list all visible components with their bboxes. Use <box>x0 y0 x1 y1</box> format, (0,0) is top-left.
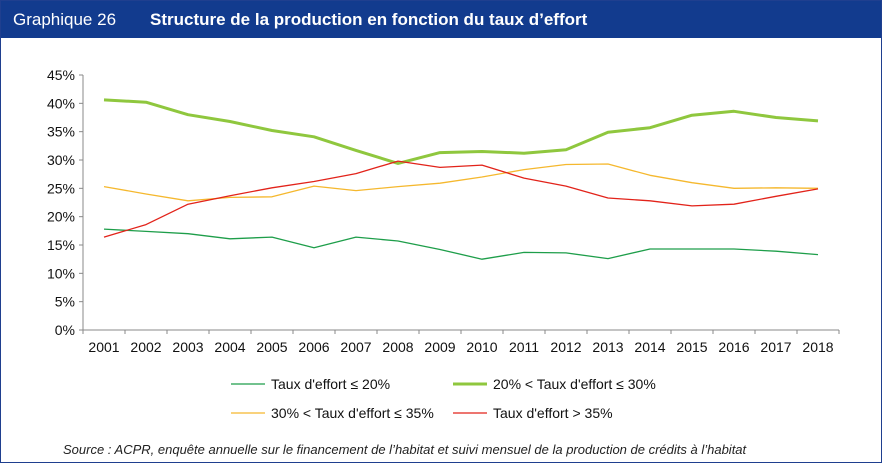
line-chart: 0% 5% 10% 15% 20% 25% 30% 35% 40% 45% 2001 2002 2003… <box>47 67 840 421</box>
y-tick-label: 45% <box>47 67 75 83</box>
x-tick-label: 2012 <box>550 339 581 355</box>
legend-label-4: Taux d'effort > 35% <box>493 405 613 421</box>
series-line-4 <box>103 160 819 238</box>
source-note: Source : ACPR, enquête annuelle sur le f… <box>63 442 747 457</box>
x-tick-label: 2009 <box>424 339 455 355</box>
x-tick-label: 2007 <box>340 339 371 355</box>
y-tick-label: 15% <box>47 237 75 253</box>
x-tick-label: 2004 <box>214 339 245 355</box>
x-tick-label: 2018 <box>802 339 833 355</box>
x-tick-label: 2015 <box>676 339 707 355</box>
legend-label-1: Taux d'effort ≤ 20% <box>271 376 390 392</box>
x-tick-label: 2001 <box>88 339 119 355</box>
series-line-3 <box>103 163 819 202</box>
y-tick-label: 10% <box>47 265 75 281</box>
y-tick-label: 20% <box>47 209 75 225</box>
chart-title: Structure de la production en fonction d… <box>150 9 588 29</box>
series-line-2 <box>103 98 819 165</box>
y-tick-label: 0% <box>55 322 75 338</box>
x-tick-label: 2013 <box>592 339 623 355</box>
y-tick-label: 25% <box>47 180 75 196</box>
x-tick-label: 2005 <box>256 339 287 355</box>
x-tick-label: 2017 <box>760 339 791 355</box>
x-tick-label: 2002 <box>130 339 161 355</box>
figure-number: Graphique 26 <box>13 9 117 29</box>
x-tick-label: 2011 <box>509 339 539 355</box>
x-tick-label: 2006 <box>298 339 329 355</box>
y-tick-label: 30% <box>47 152 75 168</box>
x-tick-label: 2014 <box>634 339 665 355</box>
y-tick-label: 40% <box>47 95 75 111</box>
y-tick-label: 35% <box>47 124 75 140</box>
series-line-1 <box>103 228 819 260</box>
figure-header: Graphique 26 Structure de la production … <box>1 1 881 38</box>
y-tick-label: 5% <box>55 294 75 310</box>
x-tick-label: 2016 <box>718 339 749 355</box>
legend-label-2: 20% < Taux d'effort ≤ 30% <box>493 376 656 392</box>
legend-label-3: 30% < Taux d'effort ≤ 35% <box>271 405 434 421</box>
x-tick-label: 2003 <box>172 339 203 355</box>
x-tick-label: 2008 <box>382 339 413 355</box>
x-tick-label: 2010 <box>466 339 497 355</box>
